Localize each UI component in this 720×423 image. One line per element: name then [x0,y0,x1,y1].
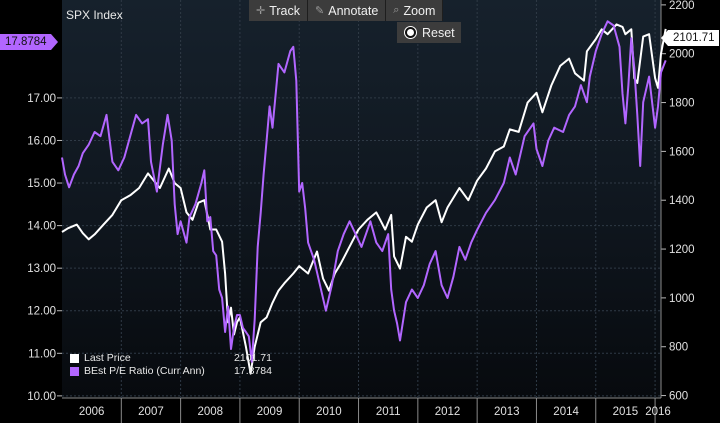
right-axis-tick-label: 2000 [669,49,695,61]
left-axis-tick-label: 13.00 [27,263,56,275]
x-axis-tick-label: 2006 [79,406,105,418]
x-axis-tick-label: 2016 [645,406,671,418]
left-axis-tick-label: 16.00 [27,135,56,147]
track-label: Track [269,3,301,18]
x-axis-tick-label: 2015 [613,406,639,418]
x-axis-tick-label: 2011 [376,406,401,418]
x-axis-band [62,398,661,423]
left-axis-tick-label: 10.00 [27,391,56,403]
legend-swatch [70,354,79,363]
x-axis-tick-label: 2013 [494,406,520,418]
x-axis-tick-label: 2009 [257,406,283,418]
legend-name: Last Price [84,352,131,364]
zoom-button[interactable]: ⌕ Zoom [386,0,444,21]
annotate-button[interactable]: ✎ Annotate [308,0,387,21]
chart-legend: Last Price 2101.71 BEst P/E Ratio (Curr … [70,352,272,378]
crosshair-icon: ✛ [256,5,266,17]
left-axis-tick-label: 17.00 [27,93,56,105]
x-axis-tick-label: 2008 [197,406,223,418]
track-button[interactable]: ✛ Track [249,0,309,21]
x-axis-tick-label: 2007 [138,406,164,418]
legend-name: BEst P/E Ratio (Curr Ann) [84,365,205,377]
right-axis-tick-label: 800 [669,342,688,354]
right-axis-tick-label: 2200 [669,0,695,12]
x-axis-tick-label: 2012 [435,406,461,418]
legend-value: 2101.71 [234,352,272,364]
left-axis-tick-label: 12.00 [27,306,56,318]
last-price-value-tag: 2101.71 [661,30,719,46]
annotate-label: Annotate [328,3,379,18]
pe-ratio-series-line [61,20,667,363]
right-axis-tick-label: 1400 [669,195,695,207]
legend-item-last-price: Last Price 2101.71 [70,352,272,365]
left-axis-tick-label: 15.00 [27,178,56,190]
x-axis-tick-label: 2010 [316,406,342,418]
pencil-icon: ✎ [315,5,325,17]
reset-label: Reset [422,25,455,40]
x-axis-tick-label: 2014 [553,406,579,418]
reset-button[interactable]: Reset [397,22,461,43]
radio-dot-icon [405,27,416,38]
legend-item-pe-ratio: BEst P/E Ratio (Curr Ann) 17.8784 [70,365,272,378]
legend-value: 17.8784 [234,365,272,377]
magnifier-icon: ⌕ [393,4,400,16]
zoom-label: Zoom [403,3,436,18]
left-axis-tick-label: 11.00 [28,348,56,360]
right-axis-tick-label: 1600 [669,146,695,158]
right-axis-tick-label: 1200 [669,244,695,256]
chart-title: SPX Index [66,8,123,22]
right-axis-tick-label: 600 [669,391,688,403]
pe-ratio-value-tag: 17.8784 [0,34,58,50]
right-axis-tick-label: 1800 [669,98,695,110]
left-axis-tick-label: 14.00 [27,221,56,233]
right-axis-tick-label: 1000 [669,293,695,305]
legend-swatch [70,367,79,376]
chart-toolbar: ✛ Track ✎ Annotate ⌕ Zoom [249,0,444,21]
last-price-series-line [61,23,667,375]
